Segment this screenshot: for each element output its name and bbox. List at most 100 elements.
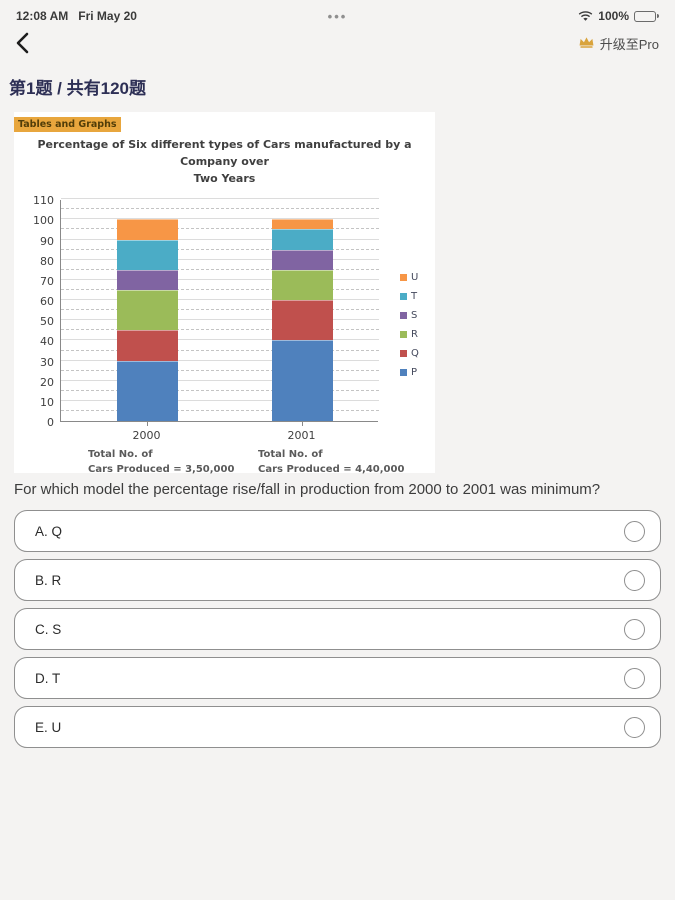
bar-segment-T (117, 239, 178, 270)
gridline (61, 339, 379, 341)
legend-label: R (411, 329, 418, 341)
question-progress-header: 第1题 / 共有120题 (9, 79, 146, 98)
x-axis-label: 2001 (287, 429, 316, 443)
legend-label: Q (411, 348, 419, 360)
gridline (61, 208, 379, 210)
y-tick-label: 90 (40, 234, 54, 248)
total-cars-produced-note: Total No. of Cars Produced = 4,40,000 (258, 449, 405, 475)
gridline (61, 359, 379, 361)
bar-segment-Q (117, 330, 178, 361)
y-tick-label: 60 (40, 295, 54, 309)
legend-item-Q: Q (400, 348, 419, 359)
gridline (61, 309, 379, 311)
legend-swatch-icon (400, 369, 407, 377)
bar-segment-P (272, 340, 333, 422)
chart-title: Percentage of Six different types of Car… (37, 138, 412, 186)
chart-card: Tables and Graphs Percentage of Six diff… (14, 112, 435, 475)
radio-circle[interactable] (624, 569, 645, 591)
bar-segment-U (272, 219, 333, 230)
legend-label: U (411, 272, 419, 284)
status-date: Fri May 20 (78, 9, 137, 23)
bar-segment-R (117, 289, 178, 331)
legend-swatch-icon (400, 331, 407, 339)
y-tick-label: 50 (40, 315, 54, 329)
option-label: E. U (35, 719, 62, 735)
bar-segment-U (117, 219, 178, 240)
gridline (61, 299, 379, 301)
radio-circle[interactable] (624, 667, 645, 689)
legend-item-P: P (400, 367, 419, 378)
status-time: 12:08 AM (16, 9, 69, 23)
option-row-d[interactable]: D. T (14, 657, 661, 700)
bar-segment-Q (272, 300, 333, 341)
bar-segment-S (272, 249, 333, 270)
y-tick-label: 20 (40, 375, 54, 389)
legend-item-S: S (400, 310, 419, 321)
battery-percent: 100% (598, 9, 629, 23)
legend-label: T (411, 291, 418, 303)
gridline (61, 389, 379, 391)
x-axis-label: 2000 (132, 429, 161, 443)
gridline (61, 268, 379, 270)
upgrade-pro-label: 升级至Pro (599, 36, 659, 52)
gridline (61, 248, 379, 250)
y-tick-label: 80 (40, 254, 54, 268)
back-button[interactable] (16, 31, 40, 55)
option-row-e[interactable]: E. U (14, 706, 661, 749)
legend-label: S (411, 310, 418, 322)
status-bar: 12:08 AM Fri May 20 ••• 100% (0, 0, 675, 26)
upgrade-pro-button[interactable]: 升级至Pro (578, 34, 659, 53)
option-label: C. S (35, 621, 62, 637)
crown-icon (578, 35, 595, 52)
gridline (61, 278, 379, 280)
legend-item-T: T (400, 291, 419, 302)
gridline (61, 410, 379, 412)
bar-segment-P (117, 360, 178, 422)
bar-segment-S (117, 269, 178, 290)
chart-plot-area (60, 198, 379, 423)
nav-bar: 升级至Pro (0, 26, 675, 60)
legend-item-U: U (400, 272, 419, 283)
status-center-dots: ••• (327, 8, 348, 24)
y-tick-label: 110 (33, 194, 54, 208)
gridline (61, 238, 379, 240)
gridline (61, 258, 379, 260)
stacked-bar-2000 (117, 219, 178, 422)
bar-segment-T (272, 229, 333, 250)
option-row-b[interactable]: B. R (14, 559, 661, 602)
answer-options-list: A. Q B. R C. S D. T E. U (14, 510, 661, 749)
legend-swatch-icon (400, 312, 407, 320)
option-row-a[interactable]: A. Q (14, 510, 661, 553)
radio-circle[interactable] (624, 716, 645, 738)
legend-item-R: R (400, 329, 419, 340)
gridline (61, 218, 379, 220)
legend-swatch-icon (400, 350, 407, 358)
legend-swatch-icon (400, 293, 407, 301)
gridline (61, 399, 379, 401)
y-tick-label: 30 (40, 355, 54, 369)
gridline (61, 319, 379, 321)
stacked-bar-2001 (272, 219, 333, 422)
gridline (61, 228, 379, 230)
gridline (61, 369, 379, 371)
legend-swatch-icon (400, 274, 407, 282)
option-label: A. Q (35, 523, 63, 539)
y-tick-label: 70 (40, 274, 54, 288)
wifi-icon (578, 10, 593, 22)
gridline (61, 288, 379, 290)
total-cars-produced-note: Total No. of Cars Produced = 3,50,000 (88, 449, 235, 475)
radio-circle[interactable] (624, 520, 645, 542)
y-tick-label: 40 (40, 335, 54, 349)
radio-circle[interactable] (624, 618, 645, 640)
question-text: For which model the percentage rise/fall… (14, 481, 601, 499)
gridline (61, 349, 379, 351)
bar-segment-R (272, 269, 333, 301)
option-label: B. R (35, 572, 62, 588)
option-row-c[interactable]: C. S (14, 608, 661, 651)
gridline (61, 379, 379, 381)
gridline (61, 329, 379, 331)
y-tick-label: 100 (33, 214, 54, 228)
battery-icon (634, 10, 659, 22)
